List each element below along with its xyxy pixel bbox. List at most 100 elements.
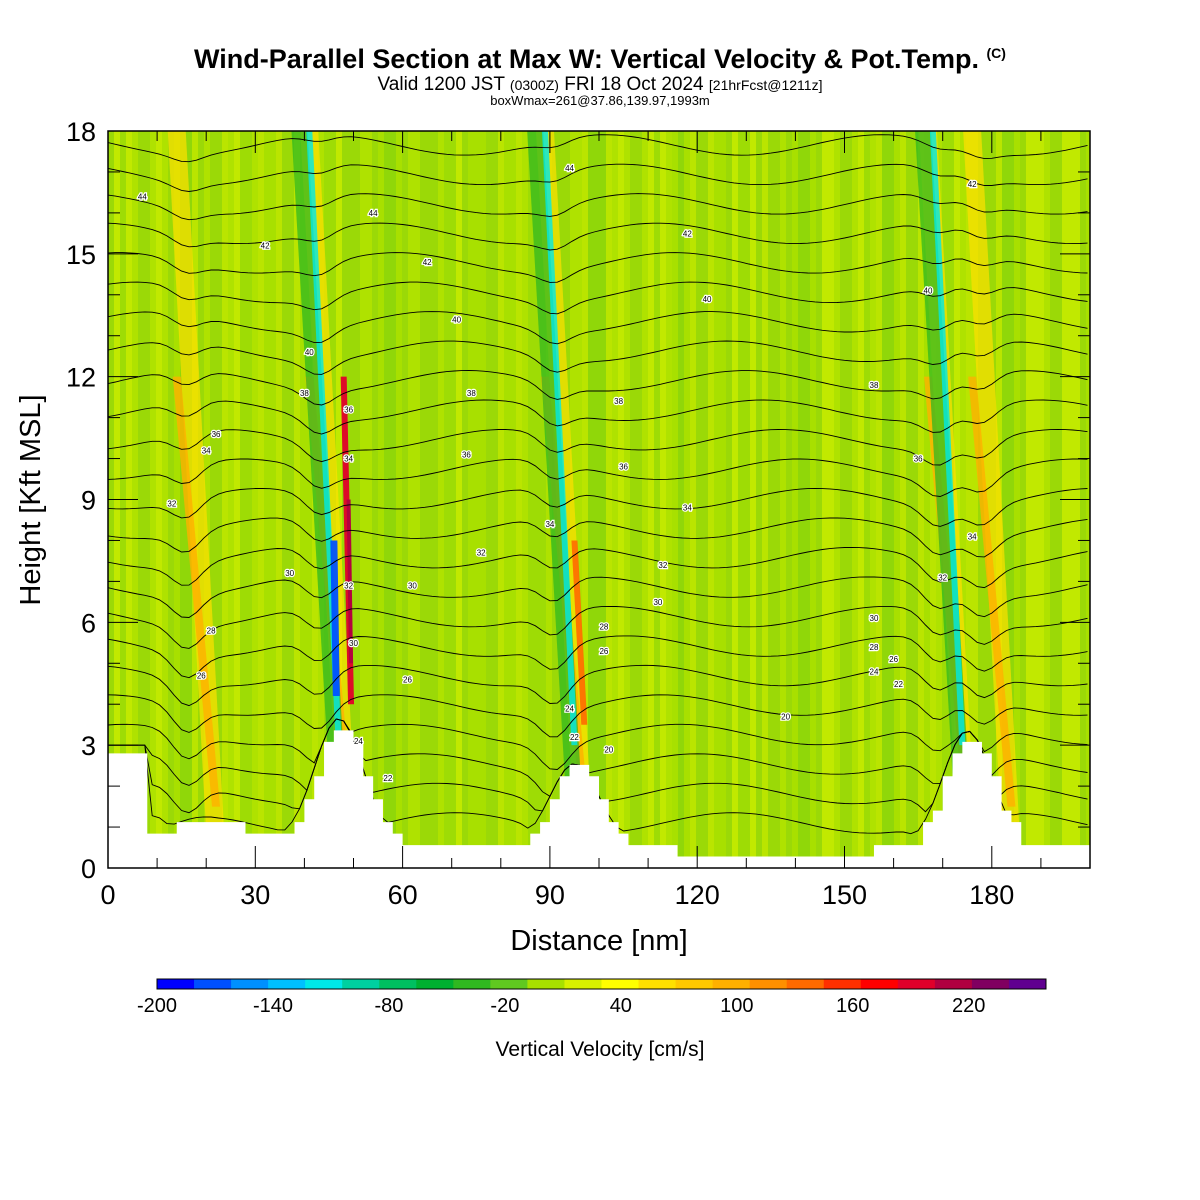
field-stripe — [762, 131, 768, 868]
colorbar-swatch — [305, 979, 343, 989]
isentrope-line — [108, 635, 1088, 679]
isentrope-label: 36 — [344, 405, 353, 414]
y-tick-label: 12 — [66, 363, 96, 393]
field-stripe — [162, 131, 168, 868]
field-stripe — [168, 131, 174, 868]
field-stripe — [504, 131, 510, 868]
field-stripe — [918, 131, 924, 868]
field-stripe — [258, 131, 264, 868]
field-stripe — [378, 131, 384, 868]
isentrope-label: 26 — [197, 672, 206, 681]
field-stripe — [390, 131, 396, 868]
colorbar-swatch — [638, 979, 677, 989]
field-stripe — [660, 131, 666, 868]
isentrope-line — [108, 576, 1088, 618]
colorbar-swatch — [971, 979, 1010, 989]
field-stripe — [642, 131, 648, 868]
field-stripe — [624, 131, 630, 868]
colorbar-tick-label: -140 — [253, 995, 293, 1017]
isentrope-line — [108, 163, 1088, 192]
field-stripe — [906, 131, 912, 868]
isentrope-label: 30 — [408, 581, 417, 590]
x-tick-label: 120 — [675, 880, 720, 910]
isentrope-line — [108, 252, 1088, 283]
x-tick-label: 60 — [388, 880, 418, 910]
field-stripe — [714, 131, 720, 868]
colorbar-tick-label: 40 — [610, 995, 632, 1017]
isentrope-line — [108, 546, 1088, 589]
field-stripe — [336, 131, 342, 868]
valid-time-line: Valid 1200 JST (0300Z) FRI 18 Oct 2024 [… — [377, 74, 823, 95]
field-stripe — [252, 131, 258, 868]
field-stripe — [1032, 131, 1038, 868]
x-tick-label: 180 — [969, 880, 1014, 910]
field-stripe — [726, 131, 732, 868]
colorbar-swatch — [749, 979, 788, 989]
updraft-core — [167, 131, 226, 848]
field-stripe — [678, 131, 684, 868]
field-stripe — [756, 131, 762, 868]
isentrope-label: 42 — [968, 180, 977, 189]
field-stripe — [156, 131, 162, 868]
field-stripe — [1008, 131, 1014, 868]
updraft-core-inner — [172, 376, 221, 807]
isentrope-line — [108, 281, 1088, 315]
colorbar-swatch — [1008, 979, 1047, 989]
field-stripe — [366, 131, 372, 868]
isentrope-label: 26 — [889, 655, 898, 664]
isentrope-label: 32 — [658, 561, 667, 570]
colorbar-swatch — [786, 979, 825, 989]
field-stripe — [720, 131, 726, 868]
isentrope-label: 40 — [452, 315, 461, 324]
colorbar-swatch — [194, 979, 232, 989]
x-axis-label: Distance [nm] — [510, 925, 687, 957]
isentrope-label: 42 — [683, 229, 692, 238]
isentrope-label: 34 — [968, 532, 977, 541]
isentrope-line — [108, 605, 1088, 649]
field-stripe — [138, 131, 144, 868]
field-stripe — [510, 131, 516, 868]
field-stripe — [540, 131, 546, 868]
isentrope-line — [108, 340, 1088, 375]
field-stripe — [516, 131, 522, 868]
field-stripe — [840, 131, 846, 868]
isentrope-label: 32 — [167, 500, 176, 509]
field-stripe — [246, 131, 252, 868]
colorbar-swatch — [527, 979, 565, 989]
colorbar-swatch — [934, 979, 973, 989]
field-stripe — [600, 131, 606, 868]
isentrope-line — [108, 664, 1088, 707]
colorbar-swatch — [675, 979, 714, 989]
field-stripe — [522, 131, 528, 868]
field-stripe — [960, 131, 966, 868]
isentrope-label: 40 — [305, 348, 314, 357]
isentrope-line — [108, 429, 1088, 466]
isentrope-label: 44 — [369, 209, 378, 218]
field-stripe — [816, 131, 822, 868]
field-stripe — [426, 131, 432, 868]
field-stripe — [582, 131, 588, 868]
isentrope-label: 30 — [285, 569, 294, 578]
field-stripe — [294, 131, 300, 868]
isentrope-line — [108, 311, 1088, 345]
field-stripe — [402, 131, 408, 868]
field-stripe — [696, 131, 702, 868]
field-stripe — [894, 131, 900, 868]
field-stripe — [408, 131, 414, 868]
field-stripe — [588, 131, 594, 868]
x-tick-label: 0 — [100, 880, 115, 910]
isentrope-line — [108, 222, 1088, 251]
colorbar-tick-label: 100 — [720, 995, 753, 1017]
field-stripe — [180, 131, 186, 868]
field-stripe — [888, 131, 894, 868]
isentrope-label: 40 — [924, 287, 933, 296]
field-stripe — [288, 131, 294, 868]
field-stripe — [864, 131, 870, 868]
isentrope-label: 44 — [565, 164, 574, 173]
y-axis-label: Height [Kft MSL] — [15, 394, 47, 605]
isentrope-label: 36 — [462, 450, 471, 459]
field-stripe — [282, 131, 288, 868]
terrain — [108, 730, 1090, 868]
field-stripe — [828, 131, 834, 868]
